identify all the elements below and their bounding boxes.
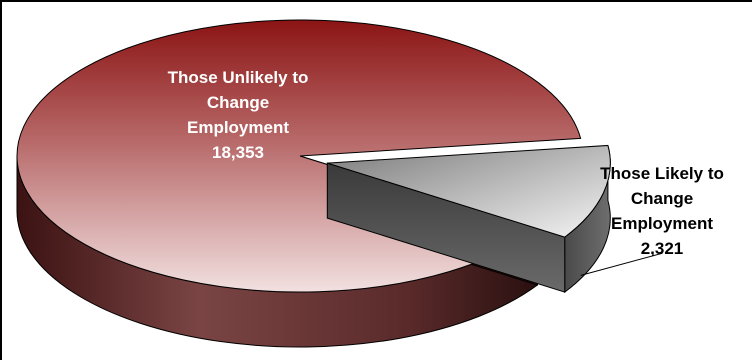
- label-unlikely-to-change: Those Unlikely to Change Employment 18,353: [168, 68, 309, 162]
- label-likely-to-change-line-3: 2,321: [641, 239, 684, 258]
- label-unlikely-to-change-line-3: 18,353: [212, 143, 264, 162]
- slice-likely-to-change: [327, 144, 611, 238]
- label-unlikely-to-change-line-1: Change: [207, 93, 269, 112]
- leader-line-likely: [580, 252, 663, 276]
- label-unlikely-to-change-line-2: Employment: [187, 118, 289, 137]
- label-likely-to-change-line-2: Employment: [611, 214, 713, 233]
- label-likely-to-change-line-1: Change: [631, 189, 693, 208]
- label-likely-to-change-line-0: Those Likely to: [600, 164, 724, 183]
- label-likely-to-change: Those Likely to Change Employment 2,321: [600, 164, 724, 258]
- label-unlikely-to-change-line-0: Those Unlikely to: [168, 68, 309, 87]
